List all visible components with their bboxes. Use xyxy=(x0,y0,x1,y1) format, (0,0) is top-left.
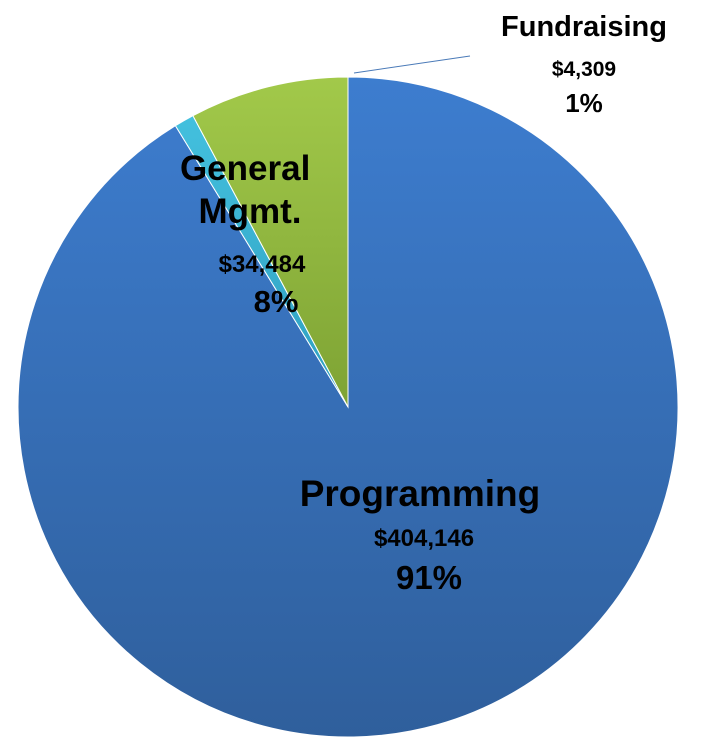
slice-label-programming-percent: 91% xyxy=(396,559,462,596)
slice-label-general-mgmt-value: $34,484 xyxy=(219,251,306,278)
slice-label-programming-value: $404,146 xyxy=(374,525,474,552)
pie-slice-programming xyxy=(17,76,679,737)
pie-slice-general-mgmt xyxy=(192,76,349,408)
slice-label-general-mgmt-name: General Mgmt. xyxy=(180,149,320,231)
slice-label-programming-name: Programming xyxy=(300,473,541,514)
slice-label-fundraising-value: $4,309 xyxy=(552,58,616,81)
slice-label-general-mgmt-percent: 8% xyxy=(254,284,299,319)
slice-label-fundraising: Fundraising $4,309 1% xyxy=(501,11,667,118)
fundraising-leader-line xyxy=(353,55,471,74)
slice-label-fundraising-percent: 1% xyxy=(565,88,603,118)
slice-label-programming: Programming $404,146 91% xyxy=(300,473,541,596)
slice-label-fundraising-name: Fundraising xyxy=(501,11,667,43)
slice-label-general-mgmt: General Mgmt. $34,484 8% xyxy=(180,149,320,319)
pie-slices xyxy=(17,76,679,737)
